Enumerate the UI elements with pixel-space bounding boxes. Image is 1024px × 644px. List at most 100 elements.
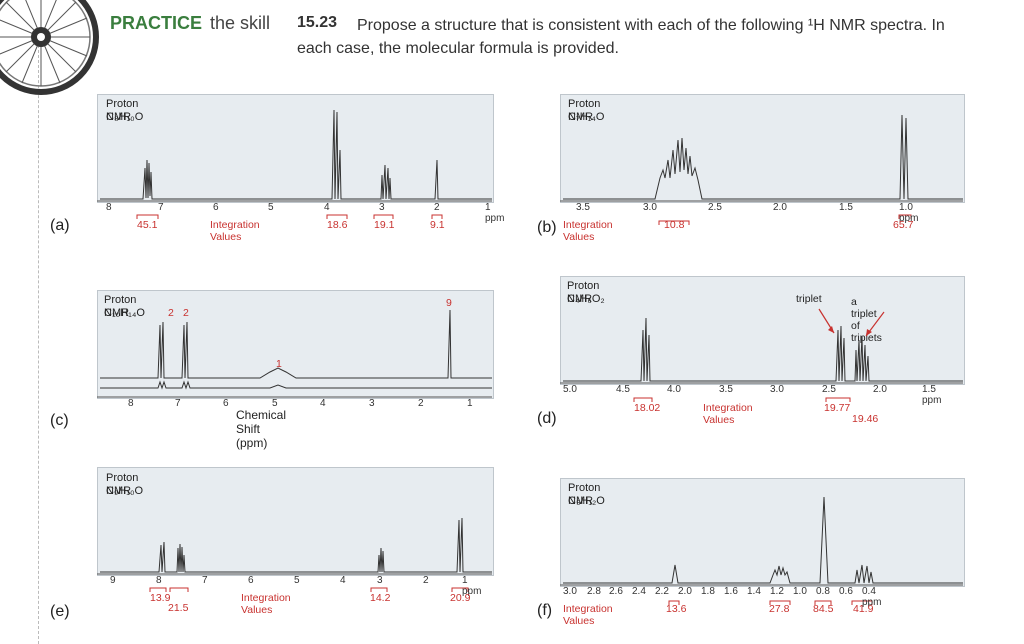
spectrum-c-tick-4: 5 xyxy=(272,398,278,409)
spectrum-a-tick-3: 6 xyxy=(213,202,219,213)
spectrum-e-integration-2: 21.5 xyxy=(168,602,189,614)
spectrum-d-integration-label: Integration Values xyxy=(703,402,753,426)
spectrum-c-peak-label-2: 2 xyxy=(183,307,189,319)
spectrum-d-tick-3: 4.0 xyxy=(667,384,681,395)
spectrum-d-background xyxy=(560,276,965,385)
problem-number: 15.23 xyxy=(297,14,338,31)
spectrum-f-tick-4: 2.4 xyxy=(632,586,646,597)
spectrum-f-tick-12: 0.8 xyxy=(816,586,830,597)
spectrum-e-title: Proton NMR xyxy=(106,472,139,497)
spectrum-e-integration-3: 14.2 xyxy=(370,592,391,604)
spectrum-f-letter: (f) xyxy=(537,602,553,619)
spectrum-c-peak-label-1: 2 xyxy=(168,307,174,319)
spectrum-d-integration-3: 19.46 xyxy=(852,413,879,425)
spectrum-b-tick-6: 1.0 ppm xyxy=(899,202,919,224)
spectrum-a-tick-8: 1 ppm xyxy=(485,202,505,224)
spectrum-e-tick-8: 2 xyxy=(423,575,429,586)
spectrum-c-tick-3: 6 xyxy=(223,398,229,409)
spectrum-c-letter: (c) xyxy=(50,412,69,429)
spectrum-e-formula: C₉H₁₀O xyxy=(106,485,144,497)
spectrum-d-tick-2: 4.5 xyxy=(616,384,630,395)
spectrum-d-tick-5: 3.0 xyxy=(770,384,784,395)
practice-heading: PRACTICE xyxy=(110,13,203,33)
spectrum-e-integration-label: Integration Values xyxy=(241,592,291,616)
spectrum-c-tick-5: 4 xyxy=(320,398,326,409)
spectrum-a-letter: (a) xyxy=(50,217,70,234)
spectrum-e-tick-1: 9 xyxy=(110,575,116,586)
spectrum-c-tick-8: 1 xyxy=(467,398,473,409)
spectrum-d-tick-7: 2.0 xyxy=(873,384,887,395)
spectrum-f-integration-label: Integration Values xyxy=(563,603,613,627)
spectrum-f-tick-7: 1.8 xyxy=(701,586,715,597)
spectrum-a-tick-5: 4 xyxy=(324,202,330,213)
spectrum-e-tick-2: 8 xyxy=(156,575,162,586)
spectrum-b-tick-4: 2.0 xyxy=(773,202,787,213)
spectrum-d-tick-6: 2.5 xyxy=(822,384,836,395)
spectrum-d-letter: (d) xyxy=(537,410,557,427)
spectrum-c-peak-label-4: 9 xyxy=(446,297,452,309)
spectrum-b-integration-2: 65.7 xyxy=(893,219,914,231)
spectrum-f-integration-4: 41.9 xyxy=(853,603,874,615)
spectrum-a-tick-6: 3 xyxy=(379,202,385,213)
spectrum-b-tick-1: 3.5 xyxy=(576,202,590,213)
spectrum-f-formula: C₅H₁₂O xyxy=(568,495,605,507)
spectrum-b-tick-2: 3.0 xyxy=(643,202,657,213)
spectrum-c-title: Proton NMR xyxy=(104,294,137,319)
spectrum-d-integration-2: 19.77 xyxy=(824,402,851,414)
spectrum-f-integration-3: 84.5 xyxy=(813,603,834,615)
spectrum-a-integration-4: 9.1 xyxy=(430,219,445,231)
spectrum-a-background xyxy=(97,94,494,203)
spectrum-d-tick-4: 3.5 xyxy=(719,384,733,395)
spectrum-f-integration-1: 13.6 xyxy=(666,603,687,615)
spectrum-e-letter: (e) xyxy=(50,603,70,620)
spectrum-c-tick-1: 8 xyxy=(128,398,134,409)
spectrum-f-tick-13: 0.6 xyxy=(839,586,853,597)
spectrum-d-formula: C₄H₆O₂ xyxy=(567,293,605,305)
bicycle-wheel-icon xyxy=(0,0,99,95)
skill-heading: the skill xyxy=(210,13,271,33)
spectrum-e-tick-4: 6 xyxy=(248,575,254,586)
margin-dashed-line xyxy=(38,40,39,644)
spectrum-e-tick-5: 5 xyxy=(294,575,300,586)
spectrum-c-tick-2: 7 xyxy=(175,398,181,409)
spectrum-b-tick-5: 1.5 xyxy=(839,202,853,213)
spectrum-a-integration-label: Integration Values xyxy=(210,219,260,243)
spectrum-f-tick-11: 1.0 xyxy=(793,586,807,597)
spectrum-f-tick-8: 1.6 xyxy=(724,586,738,597)
spectrum-f-tick-9: 1.4 xyxy=(747,586,761,597)
spectrum-a-tick-2: 7 xyxy=(158,202,164,213)
spectrum-c-axis-label: Chemical Shift (ppm) xyxy=(236,408,287,450)
spectrum-f-tick-3: 2.6 xyxy=(609,586,623,597)
spectrum-b-background xyxy=(560,94,965,203)
description-line-1: Propose a structure that is consistent w… xyxy=(357,17,945,34)
spectrum-a-tick-1: 8 xyxy=(106,202,112,213)
spectrum-b-title: Proton NMR xyxy=(568,98,601,123)
spectrum-e-tick-7: 3 xyxy=(377,575,383,586)
spectrum-f-integration-2: 27.8 xyxy=(769,603,790,615)
spectrum-b-formula: C₇H₁₄O xyxy=(568,111,605,123)
spectrum-d-annotation-triplet: triplet xyxy=(796,293,822,305)
spectrum-b-integration-label: Integration Values xyxy=(563,219,613,243)
spectrum-a-integration-2: 18.6 xyxy=(327,219,348,231)
spectrum-b-integration-1: 10.8 xyxy=(664,219,685,231)
spectrum-e-tick-3: 7 xyxy=(202,575,208,586)
spectrum-d-integration-1: 18.02 xyxy=(634,402,661,414)
spectrum-f-tick-1: 3.0 xyxy=(563,586,577,597)
spectrum-f-tick-10: 1.2 xyxy=(770,586,784,597)
description-line-2: each case, the molecular formula is prov… xyxy=(297,40,619,57)
spectrum-f-tick-2: 2.8 xyxy=(587,586,601,597)
problem-description: Propose a structure that is consistent w… xyxy=(297,14,997,60)
spectrum-a-integration-1: 45.1 xyxy=(137,219,158,231)
spectrum-d-title: Proton NMR xyxy=(567,280,600,305)
spectrum-f-tick-14: 0.4 ppm xyxy=(862,586,882,608)
spectrum-e-integration-1: 13.9 xyxy=(150,592,171,604)
spectrum-c-tick-7: 2 xyxy=(418,398,424,409)
spectrum-b-letter: (b) xyxy=(537,219,557,236)
spectrum-f-tick-6: 2.0 xyxy=(678,586,692,597)
spectrum-e-tick-9: 1 ppm xyxy=(462,575,482,597)
spectrum-b-tick-3: 2.5 xyxy=(708,202,722,213)
